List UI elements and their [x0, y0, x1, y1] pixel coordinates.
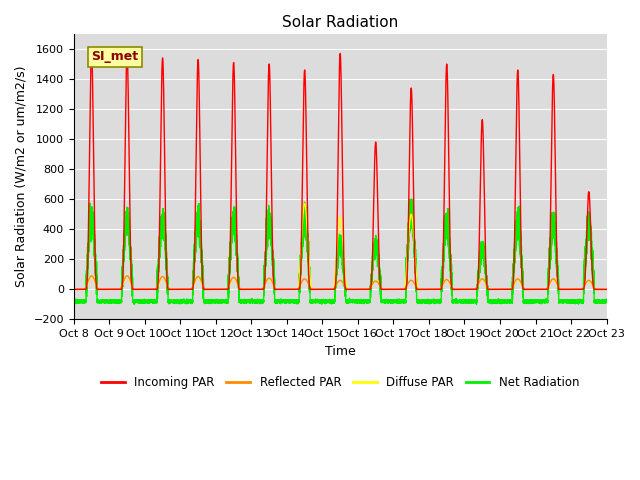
Line: Reflected PAR: Reflected PAR [74, 276, 607, 289]
Net Radiation [410, 237, 418, 242]
Net Radiation [506, 300, 513, 305]
Diffuse PAR [498, 287, 506, 292]
Incoming PAR [70, 287, 77, 292]
Diffuse PAR [506, 287, 513, 292]
Incoming PAR [506, 287, 513, 292]
Reflected PAR [498, 287, 506, 292]
Diffuse PAR [98, 287, 106, 292]
Title: Solar Radiation: Solar Radiation [282, 15, 398, 30]
Net Radiation [498, 299, 506, 304]
Reflected PAR [410, 280, 418, 286]
Diffuse PAR [603, 287, 611, 292]
Reflected PAR [98, 287, 106, 292]
Net Radiation [131, 301, 138, 307]
Text: SI_met: SI_met [92, 50, 139, 63]
Diffuse PAR [485, 286, 493, 292]
Incoming PAR [88, 49, 95, 55]
Net Radiation [406, 196, 414, 202]
Reflected PAR [88, 273, 95, 279]
Diffuse PAR [301, 201, 308, 206]
Y-axis label: Solar Radiation (W/m2 or um/m2/s): Solar Radiation (W/m2 or um/m2/s) [15, 66, 28, 288]
Net Radiation [70, 300, 77, 305]
Incoming PAR [498, 287, 506, 292]
Net Radiation [98, 300, 106, 305]
Incoming PAR [410, 214, 418, 219]
Reflected PAR [70, 287, 77, 292]
Net Radiation [603, 299, 611, 304]
Net Radiation [485, 299, 493, 305]
Net Radiation [470, 298, 478, 303]
Diffuse PAR [410, 235, 418, 241]
Legend: Incoming PAR, Reflected PAR, Diffuse PAR, Net Radiation: Incoming PAR, Reflected PAR, Diffuse PAR… [97, 371, 584, 394]
Reflected PAR [470, 287, 478, 292]
Diffuse PAR [470, 287, 478, 292]
Incoming PAR [470, 287, 478, 292]
Reflected PAR [506, 287, 513, 292]
X-axis label: Time: Time [324, 345, 356, 358]
Line: Net Radiation: Net Radiation [74, 199, 607, 304]
Incoming PAR [485, 287, 493, 292]
Line: Incoming PAR: Incoming PAR [74, 52, 607, 289]
Line: Diffuse PAR: Diffuse PAR [74, 204, 607, 289]
Reflected PAR [603, 287, 611, 292]
Incoming PAR [603, 287, 611, 292]
Diffuse PAR [70, 287, 77, 292]
Incoming PAR [98, 287, 106, 292]
Reflected PAR [485, 286, 493, 292]
